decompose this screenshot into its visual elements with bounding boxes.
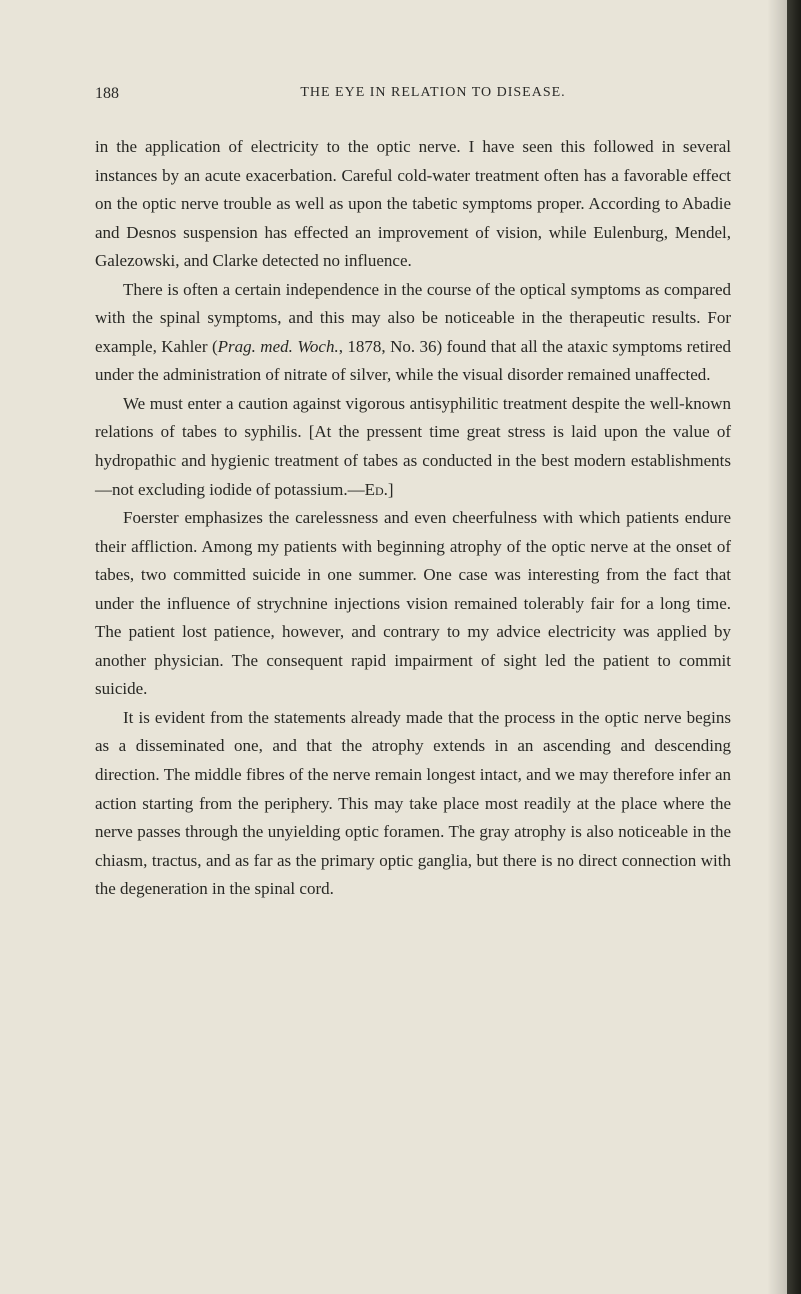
page-header: THE EYE IN RELATION TO DISEASE. — [95, 85, 731, 101]
body-text: in the application of electricity to the… — [95, 133, 731, 904]
book-binding-edge — [787, 0, 801, 1294]
p3-part-a: We must enter a caution against vigorous… — [95, 394, 731, 499]
paragraph-2: There is often a certain independence in… — [95, 276, 731, 390]
paragraph-5: It is evident from the statements alread… — [95, 704, 731, 904]
paragraph-1: in the application of electricity to the… — [95, 133, 731, 276]
p3-part-b: ] — [388, 480, 394, 499]
page-number: 188 — [95, 85, 119, 103]
paragraph-4: Foerster emphasizes the carelessness and… — [95, 504, 731, 704]
p2-italic-citation: Prag. med. Woch. — [218, 337, 339, 356]
document-page: 188 THE EYE IN RELATION TO DISEASE. in t… — [0, 0, 801, 964]
p3-editor-mark: Ed. — [365, 480, 388, 499]
paragraph-3: We must enter a caution against vigorous… — [95, 390, 731, 504]
page-shadow — [767, 0, 787, 1294]
